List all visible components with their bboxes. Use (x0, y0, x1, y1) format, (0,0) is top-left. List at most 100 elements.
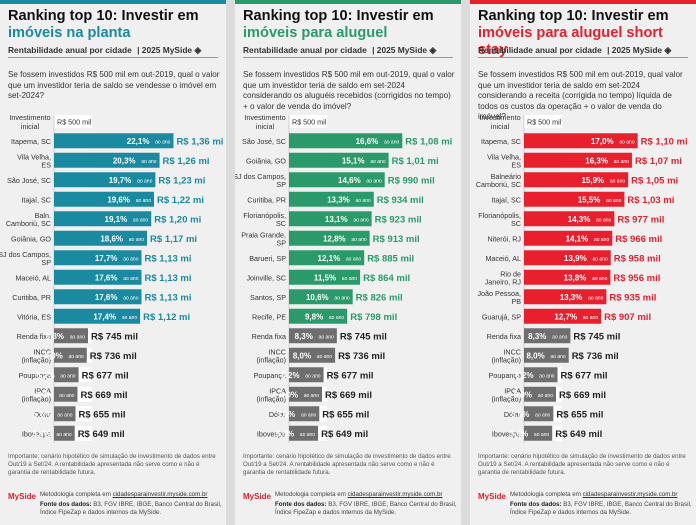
value-label: R$ 655 mil (556, 409, 603, 420)
rate-unit-label: ao ano (122, 315, 138, 321)
rate-label: 12,7% (554, 312, 577, 321)
bar-value (524, 367, 558, 383)
methodology-line: Metodologia completa em cidadesparainves… (40, 491, 222, 499)
value-label: R$ 649 mil (78, 429, 125, 440)
question-text: Se fossem investidos R$ 500 mil em out-2… (243, 70, 455, 111)
category-label: Barueri, SP (249, 254, 286, 263)
rate-unit-label: ao ano (384, 139, 400, 145)
bar-value (289, 425, 319, 441)
dog-icon: ◈ (664, 45, 672, 55)
rate-unit-label: ao ano (370, 159, 386, 165)
category-label: Renda fixa (252, 332, 286, 341)
ranking-panel: Ranking top 10: Investir em imóveis para… (235, 0, 461, 525)
title-line: Ranking top 10: Investir em (243, 8, 434, 24)
category-label: SP (276, 180, 286, 189)
category-label: SP (276, 238, 286, 247)
methodology-link[interactable]: cidadesparainvestir.myside.com.br (582, 491, 678, 498)
category-label: ES (41, 160, 51, 169)
bar-value (524, 386, 557, 402)
rate-unit-label: ao ano (129, 237, 145, 243)
category-label: Itapema, SC (11, 137, 51, 146)
category-label: PB (511, 297, 521, 306)
category-label: INCC (503, 347, 521, 356)
category-label: INCC (33, 347, 51, 356)
dog-icon: ◈ (194, 45, 202, 55)
methodology-prefix: Metodologia completa em (40, 491, 113, 498)
bar-value (54, 425, 75, 441)
axis-header: Investimento inicial (479, 113, 521, 131)
value-label: R$ 655 mil (322, 409, 369, 420)
rate-unit-label: ao ano (70, 334, 86, 340)
category-label: Niterói, RJ (487, 234, 521, 243)
value-label: R$ 1,10 mi (641, 136, 688, 147)
methodology-link[interactable]: cidadesparainvestir.myside.com.br (347, 491, 443, 498)
category-label: (inflação) (491, 394, 521, 403)
source-text: B3, FGV IBRE, IBGE, Banco Central do Bra… (275, 501, 457, 516)
methodology-prefix: Metodologia completa em (275, 491, 348, 498)
rate-unit-label: ao ano (355, 198, 371, 204)
rate-unit-label: ao ano (538, 393, 554, 399)
methodology-link[interactable]: cidadesparainvestir.myside.com.br (112, 491, 208, 498)
panel-title: Ranking top 10: Investir em imóveis para… (243, 8, 457, 42)
value-label: R$ 958 mil (614, 253, 661, 264)
rate-unit-label: ao ano (68, 354, 84, 360)
bar-value (54, 211, 152, 227)
value-label: R$ 669 mil (325, 390, 372, 401)
category-label: SC (276, 219, 286, 228)
value-label: R$ 669 mil (559, 390, 606, 401)
category-label: Dólar (269, 410, 287, 419)
category-label: Vila Velha, (487, 152, 521, 161)
source-label: Fonte dos dados: (40, 501, 92, 508)
subtitle: Rentabilidade anual por cidade | 2025 My… (8, 45, 222, 56)
logo-text: MySide (632, 45, 663, 55)
bar-value (289, 133, 403, 149)
initial-investment-label: R$ 500 mil (57, 118, 92, 127)
title-highlight: imóveis para aluguel short stay (478, 25, 663, 58)
category-label: São José, SC (242, 137, 286, 146)
rate-label: 6,2% (36, 371, 54, 380)
rate-label: 8,3% (46, 332, 64, 341)
rate-label: 6,0% (514, 390, 532, 399)
axis-header: Investimento inicial (9, 113, 51, 131)
bar-value (289, 152, 389, 168)
category-label: Goiânia, GO (11, 234, 51, 243)
rate-label: 6,0% (280, 390, 298, 399)
value-label: R$ 1,36 mi (176, 136, 223, 147)
bar-value (54, 347, 87, 363)
value-label: R$ 798 mil (350, 312, 397, 323)
category-label: Dólar (34, 410, 52, 419)
bar-value (54, 172, 156, 188)
rate-label: 6,2% (281, 371, 299, 380)
rate-unit-label: ao ano (534, 432, 550, 438)
rate-label: 5,6% (33, 410, 51, 419)
value-label: R$ 956 mil (613, 273, 660, 284)
rate-label: 16,6% (356, 137, 379, 146)
bar-value (289, 367, 324, 383)
category-label: SC (511, 219, 521, 228)
category-label: Maceió, AL (15, 273, 51, 282)
rate-unit-label: ao ano (351, 237, 367, 243)
category-label: (inflação) (21, 394, 51, 403)
methodology-line: Metodologia completa em cidadesparainves… (275, 491, 457, 499)
bar-value (54, 152, 160, 168)
bar-value (289, 211, 372, 227)
methodology-line: Metodologia completa em cidadesparainves… (510, 491, 692, 499)
rate-unit-label: ao ano (366, 178, 382, 184)
value-label: R$ 1,08 mi (405, 136, 452, 147)
value-label: R$ 669 mil (80, 390, 127, 401)
category-label: Vila Velha, (17, 152, 51, 161)
rate-label: 19,1% (105, 215, 128, 224)
rate-unit-label: ao ano (60, 373, 76, 379)
rate-unit-label: ao ano (155, 139, 171, 145)
bar-chart: R$ 500 mil Itapema, SC 17,0% ao ano R$ 1,10 … (476, 115, 688, 443)
rate-unit-label: ao ano (300, 432, 316, 438)
category-label: Guarujá, SP (482, 312, 521, 321)
rate-unit-label: ao ano (59, 393, 75, 399)
value-label: R$ 1,13 mi (145, 253, 192, 264)
rate-unit-label: ao ano (614, 159, 630, 165)
myside-logo: MySide ◈ (633, 45, 672, 55)
disclaimer-note: Importante: cenário hipotético de simula… (243, 453, 451, 476)
rate-unit-label: ao ano (123, 256, 139, 262)
subtitle: Rentabilidade anual por cidade | 2025 My… (243, 45, 457, 56)
rate-unit-label: ao ano (346, 256, 362, 262)
